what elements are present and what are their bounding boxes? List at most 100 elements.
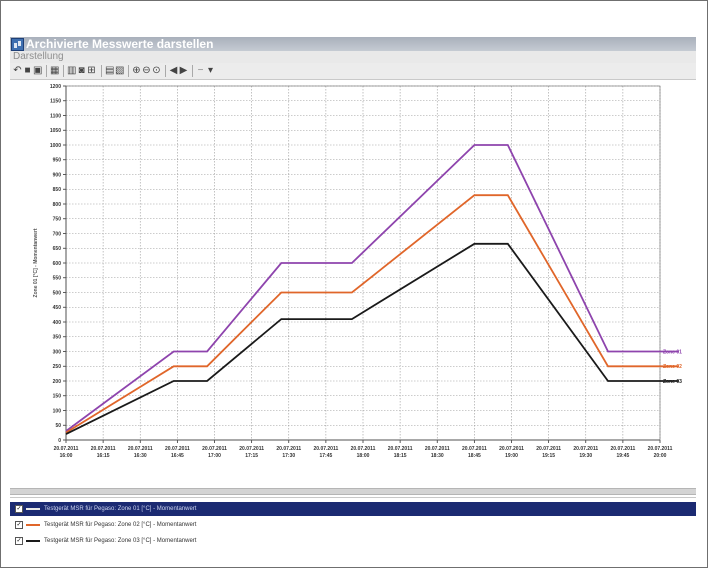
toolbar-separator [46,65,47,77]
options-icon[interactable]: ◙ [78,65,85,76]
chart-area: 0 50 100 150 200 250 300 350 400 450 500 550 600 650 7… [10,80,696,486]
y-tick-label: 500 [53,290,62,296]
legend-item-zone-01[interactable]: ✓ Testgerät MSR für Pegaso: Zone 01 [°C]… [10,502,696,516]
x-tick-label-date: 20.07.2011 [314,446,339,452]
legend-label: Testgerät MSR für Pegaso: Zone 02 [°C] -… [44,522,197,528]
legend-label: Testgerät MSR für Pegaso: Zone 03 [°C] -… [44,538,197,544]
x-tick-label-time: 19:30 [579,453,592,459]
y-tick-label: 550 [53,276,62,282]
y-tick-label: 0 [58,438,61,444]
toolbar-separator [192,65,193,77]
y-tick-label: 950 [53,158,62,164]
series-line-zone-02 [65,194,679,434]
menu-item-darstellung[interactable]: Darstellung [13,51,64,62]
ruler-icon[interactable]: ⊞ [87,65,96,76]
table-icon[interactable]: ▦ [50,65,60,76]
x-tick-label-time: 16:00 [60,453,73,459]
y-tick-label: 150 [53,394,62,400]
x-tick-label-time: 18:30 [431,453,444,459]
x-tick-label-time: 16:30 [134,453,147,459]
window-title: Archivierte Messwerte darstellen [26,37,214,51]
dropdown-icon[interactable]: ▾ [207,65,214,76]
legend-checkbox[interactable]: ✓ [15,537,23,545]
legend-swatch [26,508,40,510]
copy-icon[interactable]: ▤ [105,65,115,76]
splitter[interactable] [10,488,696,495]
x-tick-label-time: 19:00 [505,453,518,459]
legend-item-zone-03[interactable]: ✓ Testgerät MSR für Pegaso: Zone 03 [°C]… [10,534,696,548]
y-tick-label: 900 [53,172,62,178]
menu-bar: Darstellung [10,51,696,63]
y-tick-label: 1050 [50,128,61,134]
y-tick-label: 100 [53,408,62,414]
series-line-zone-01 [65,144,679,432]
toolbar-separator [101,65,102,77]
x-tick-label-date: 20.07.2011 [425,446,450,452]
x-tick-label-date: 20.07.2011 [128,446,153,452]
y-axis-label: Zone 01 [°C] - Momentanwert [33,228,39,297]
legend-label: Testgerät MSR für Pegaso: Zone 01 [°C] -… [44,506,197,512]
y-tick-label: 600 [53,261,62,267]
save-icon[interactable]: ▣ [33,65,43,76]
y-tick-label: 1200 [50,84,61,90]
y-tick-label: 1150 [50,99,61,105]
toolbar-separator [63,65,64,77]
toolbar-separator [128,65,129,77]
x-tick-label-date: 20.07.2011 [351,446,376,452]
y-tick-label: 800 [53,202,62,208]
y-tick-label: 650 [53,246,62,252]
legend-swatch [26,540,40,542]
plot-border [65,85,661,441]
columns-icon[interactable]: ▧ [115,65,125,76]
x-tick-label-time: 19:15 [542,453,555,459]
toolbar: ↶ ■ ▣ ▦ ▥ ◙ ⊞ ▤ ▧ ⊕ ⊖ ⊙ ◀ ▶ − ▾ [10,63,696,80]
x-tick-label-date: 20.07.2011 [573,446,598,452]
x-tick-label-time: 17:15 [245,453,258,459]
y-tick-label: 1100 [50,113,61,119]
y-tick-label: 450 [53,305,62,311]
legend-panel: ✓ Testgerät MSR für Pegaso: Zone 01 [°C]… [10,497,696,552]
legend-checkbox[interactable]: ✓ [15,521,23,529]
y-tick-label: 200 [53,379,62,385]
x-tick-label-date: 20.07.2011 [239,446,264,452]
x-tick-label-date: 20.07.2011 [165,446,190,452]
toolbar-separator [165,65,166,77]
line-chart: 0 50 100 150 200 250 300 350 400 450 500 550 600 650 7… [33,84,682,459]
x-tick-label-time: 19:45 [616,453,629,459]
x-tick-label-date: 20.07.2011 [462,446,487,452]
x-tick-label-date: 20.07.2011 [499,446,524,452]
print-icon[interactable]: ■ [24,65,31,76]
y-tick-label: 400 [53,320,62,326]
x-tick-label-date: 20.07.2011 [648,446,673,452]
series-end-label: Zone 02 [663,364,682,370]
x-tick-label-date: 20.07.2011 [388,446,413,452]
minus-icon[interactable]: − [197,65,204,76]
x-tick-label-time: 16:15 [97,453,110,459]
x-tick-label-time: 17:45 [319,453,332,459]
x-tick-label-date: 20.07.2011 [202,446,227,452]
scroll-right-icon[interactable]: ▶ [179,65,188,76]
legend-swatch [26,524,40,526]
x-tick-label-time: 20:00 [654,453,667,459]
zoom-reset-icon[interactable]: ⊙ [152,65,161,76]
legend-checkbox[interactable]: ✓ [15,505,23,513]
zoom-in-icon[interactable]: ⊕ [132,65,141,76]
y-tick-label: 750 [53,217,62,223]
x-tick-label-date: 20.07.2011 [611,446,636,452]
y-tick-label: 700 [53,231,62,237]
series-end-label: Zone 03 [663,379,682,385]
x-tick-label-date: 20.07.2011 [536,446,561,452]
legend-item-zone-02[interactable]: ✓ Testgerät MSR für Pegaso: Zone 02 [°C]… [10,518,696,532]
undo-icon[interactable]: ↶ [13,65,22,76]
x-tick-label-time: 18:15 [394,453,407,459]
window-titlebar: Archivierte Messwerte darstellen [10,37,696,51]
series-end-label: Zone 01 [663,349,682,355]
x-tick-label-time: 18:45 [468,453,481,459]
x-tick-label-date: 20.07.2011 [91,446,116,452]
scroll-left-icon[interactable]: ◀ [169,65,178,76]
y-tick-label: 1000 [50,143,61,149]
zoom-out-icon[interactable]: ⊖ [142,65,151,76]
x-tick-label-date: 20.07.2011 [54,446,79,452]
bar-chart-icon[interactable]: ▥ [67,65,77,76]
y-tick-label: 850 [53,187,62,193]
